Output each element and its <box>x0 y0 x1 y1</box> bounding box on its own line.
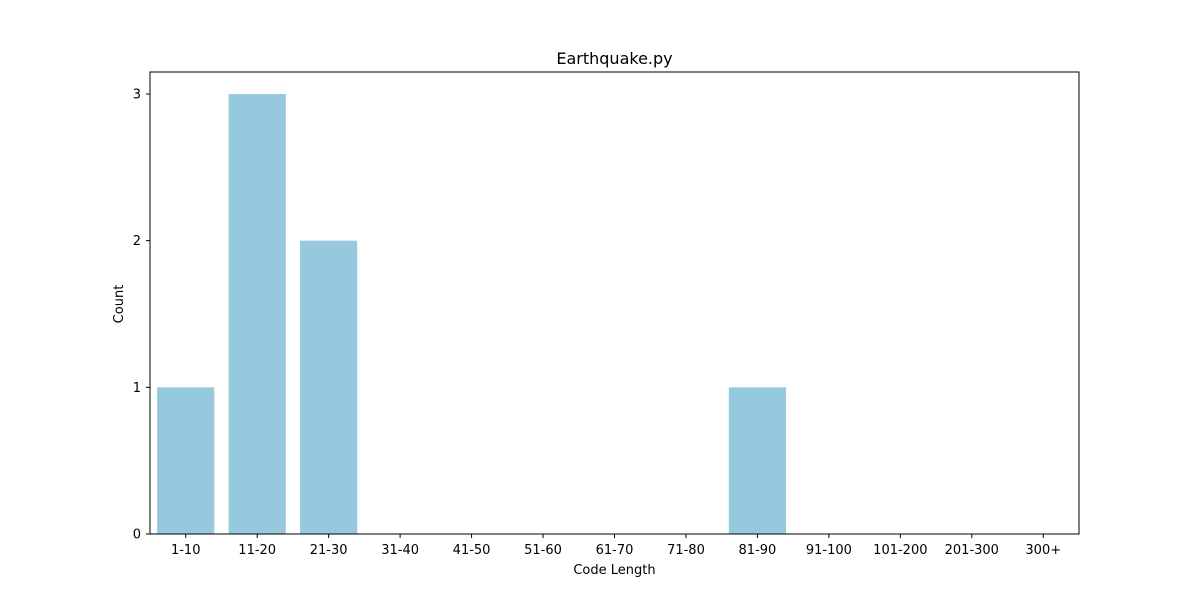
x-tick-label: 101-200 <box>873 543 927 558</box>
x-tick-label: 81-90 <box>739 543 777 558</box>
x-tick-label: 21-30 <box>310 543 348 558</box>
y-tick-label: 2 <box>133 234 141 249</box>
y-axis-label: Count <box>112 285 127 324</box>
x-tick-label: 61-70 <box>596 543 634 558</box>
x-ticks-group: 1-10 11-20 21-30 31-40 41-50 51-60 61-70 71-80 8… <box>171 534 1061 558</box>
bar-21-30 <box>300 240 358 534</box>
x-tick-label: 11-20 <box>238 543 276 558</box>
y-tick-label: 0 <box>133 528 141 543</box>
x-tick-label: 1-10 <box>171 543 201 558</box>
y-tick-label: 3 <box>133 88 141 103</box>
x-tick-label: 31-40 <box>381 543 419 558</box>
bars-group <box>157 94 787 534</box>
chart-title: Earthquake.py <box>556 49 672 68</box>
x-tick-label: 91-100 <box>806 543 852 558</box>
y-tick-label: 1 <box>133 381 141 396</box>
x-tick-label: 71-80 <box>667 543 705 558</box>
x-tick-label: 41-50 <box>453 543 491 558</box>
x-axis-label: Code Length <box>573 563 655 578</box>
plot-area-frame <box>149 71 1080 535</box>
bar-81-90 <box>728 387 787 534</box>
x-tick-label: 201-300 <box>945 543 999 558</box>
x-tick-label: 51-60 <box>524 543 562 558</box>
bar-11-20 <box>228 94 286 534</box>
x-tick-label: 300+ <box>1025 543 1061 558</box>
y-ticks-group: 0 1 2 3 <box>133 88 150 543</box>
bar-1-10 <box>157 387 215 534</box>
